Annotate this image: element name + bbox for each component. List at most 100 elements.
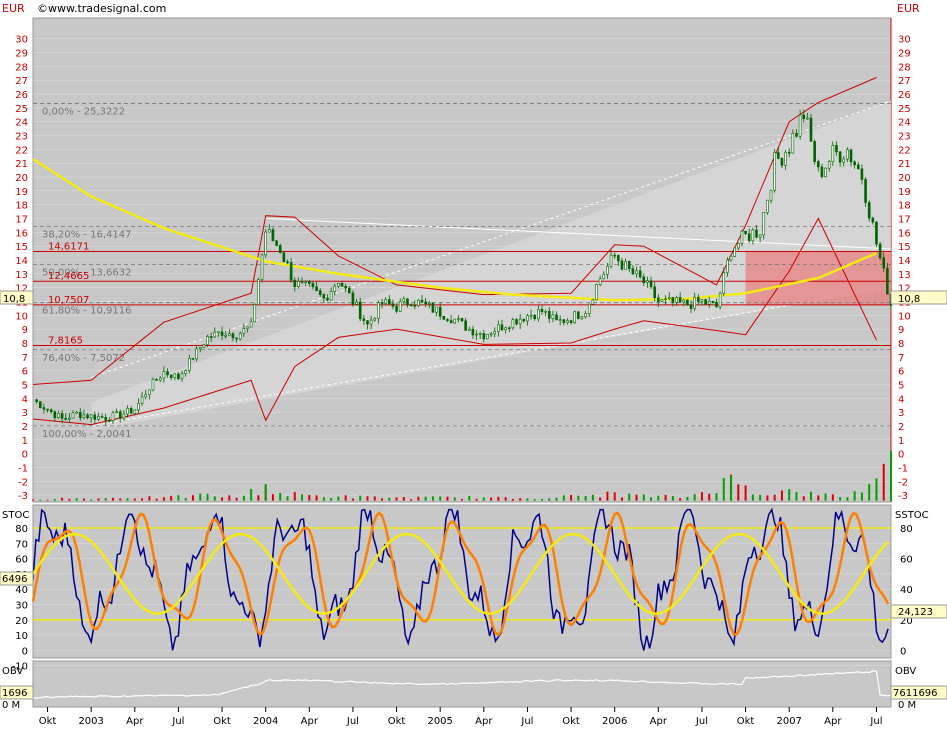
volume-bar: [759, 494, 762, 501]
x-axis-label: Apr: [301, 716, 319, 727]
candle-body: [595, 284, 598, 301]
candle-body: [431, 302, 435, 313]
price-tick-label-left: 6: [22, 367, 28, 378]
stochastic-tick-label-left: 0: [22, 646, 28, 657]
price-tick-label-right: 21: [898, 159, 911, 170]
x-axis-label: Apr: [650, 716, 668, 727]
volume-bar: [570, 495, 573, 501]
volume-bar: [635, 494, 638, 501]
volume-bar: [32, 499, 34, 501]
candle-body: [93, 414, 97, 420]
candle-body: [569, 320, 573, 323]
candle-body: [158, 377, 162, 381]
price-tick-label-left: 23: [15, 132, 28, 143]
candle-body: [780, 158, 784, 166]
candle-body: [180, 373, 184, 380]
fibonacci-label: 61,80% - 10,9116: [42, 306, 131, 317]
candle-body: [122, 413, 126, 419]
volume-bar: [446, 496, 449, 501]
candle-body: [395, 306, 398, 312]
volume-bar: [191, 495, 194, 501]
source-label-icon: ©: [37, 2, 48, 15]
price-tick-label-left: -3: [18, 491, 28, 502]
candle-body: [540, 309, 544, 313]
candle-body: [173, 373, 177, 378]
candle-body: [384, 299, 387, 304]
volume-bar: [133, 498, 136, 501]
candle-body: [671, 297, 675, 303]
volume-bar: [751, 494, 754, 501]
candle-body: [297, 280, 300, 287]
volume-bar: [686, 497, 689, 501]
candle-body: [427, 302, 431, 305]
candle-body: [478, 333, 482, 335]
candle-body: [202, 344, 206, 348]
volume-bar: [831, 494, 834, 501]
candle-body: [856, 164, 860, 170]
last-price-right-tag: [890, 290, 947, 305]
volume-bar: [606, 491, 609, 501]
price-tick-label-right: 14: [898, 256, 911, 267]
stochastic-right-title: SSTOC: [895, 510, 929, 521]
candle-body: [831, 145, 835, 162]
x-axis-label: Jul: [171, 716, 184, 727]
candle-body: [129, 408, 133, 414]
candle-body: [609, 254, 613, 267]
trend-channel: [91, 100, 891, 431]
volume-bar: [628, 493, 631, 501]
volume-bar: [301, 494, 304, 501]
price-tick-label-right: -2: [898, 477, 908, 488]
candle-body: [264, 231, 267, 256]
price-tick-label-left: 7: [22, 353, 28, 364]
candle-body: [587, 303, 591, 314]
volume-bar: [540, 499, 543, 501]
price-tick-label-right: 23: [898, 132, 911, 143]
candle-body: [584, 313, 587, 318]
fibonacci-label: 0,00% - 25,3222: [42, 106, 125, 117]
candle-body: [842, 158, 846, 163]
volume-bar: [461, 498, 463, 501]
moving-average-line: [32, 158, 877, 302]
volume-bar: [402, 497, 405, 501]
candle-body: [46, 408, 49, 411]
volume-bar: [90, 499, 93, 501]
volume-bar: [519, 498, 522, 501]
candle-body: [522, 318, 526, 322]
candle-body: [38, 401, 42, 408]
volume-bars: [32, 450, 892, 501]
candle-body: [798, 114, 802, 137]
candle-body: [820, 166, 824, 178]
candle-body: [638, 270, 642, 278]
candle-body: [257, 279, 260, 305]
candle-body: [438, 306, 442, 317]
volume-bar: [228, 495, 231, 501]
volume-spike-bar: [890, 450, 892, 501]
stochastic-axis-left: 80706050403020100-10: [12, 524, 28, 673]
candle-body: [220, 331, 224, 336]
volume-bar: [853, 491, 856, 501]
stochastic-tick-label-left: 20: [15, 616, 28, 627]
candle-body: [878, 243, 882, 259]
price-tick-label-right: -3: [898, 491, 908, 502]
candle-body: [686, 299, 689, 306]
x-axis-label: 2003: [78, 716, 103, 727]
candle-body: [424, 301, 427, 305]
candle-body: [362, 318, 366, 321]
candle-body: [482, 333, 486, 340]
fibonacci-label: 50,00% - 13,6632: [42, 268, 131, 279]
volume-bar: [526, 498, 529, 501]
volume-bar: [46, 499, 49, 501]
volume-bar: [642, 494, 645, 501]
candle-body: [184, 370, 187, 374]
candle-body: [722, 272, 726, 294]
volume-bar: [780, 490, 783, 501]
x-axis-label: Okt: [388, 716, 406, 727]
candle-body: [773, 152, 776, 191]
candle-body: [504, 327, 507, 331]
candle-body: [518, 318, 522, 325]
volume-bar: [824, 493, 827, 501]
volume-bar: [802, 496, 805, 501]
candle-body: [551, 314, 555, 319]
